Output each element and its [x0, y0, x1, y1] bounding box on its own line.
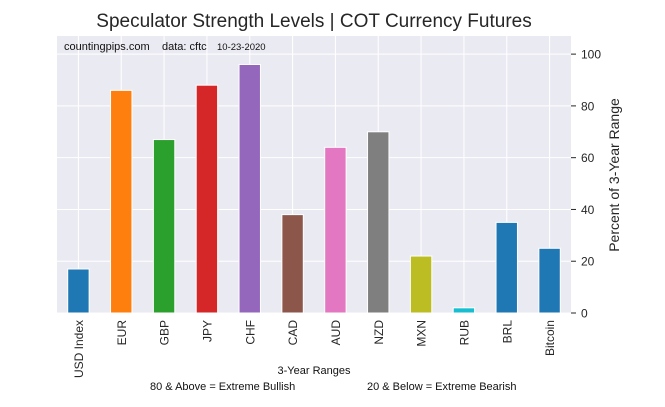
y-axis-label: Percent of 3-Year Range	[606, 98, 622, 252]
x-tick-label: JPY	[200, 320, 214, 342]
bar-rub	[452, 307, 476, 314]
bars	[67, 63, 561, 314]
bar-nzd	[367, 131, 390, 314]
bar-brl	[495, 221, 518, 314]
bar-aud	[324, 146, 347, 314]
x-tick-label: BRL	[500, 320, 514, 344]
x-axis-label: 3-Year Ranges	[278, 365, 351, 377]
x-tick-label: GBP	[158, 320, 172, 345]
data-note: data: cftc	[162, 41, 207, 53]
y-tick-label: 60	[581, 151, 595, 165]
y-tick-label: 40	[581, 203, 595, 217]
y-axis-ticks: 0 20 40 60 80 100	[571, 48, 601, 321]
source-note: countingpips.com	[64, 41, 150, 53]
x-tick-label: Bitcoin	[543, 320, 557, 356]
x-tick-label: USD Index	[72, 320, 86, 378]
bar-usd-index	[67, 268, 90, 314]
x-tick-label: MXN	[415, 320, 429, 347]
y-tick-label: 20	[581, 255, 595, 269]
bar-mxn	[409, 255, 433, 314]
x-tick-label: AUD	[329, 320, 343, 346]
x-tick-label: RUB	[457, 320, 471, 345]
bar-gbp	[152, 139, 176, 314]
x-axis-tick-labels: USD Index EUR GBP JPY CHF CAD AUD NZD MXN RUB BRL B…	[72, 320, 557, 378]
y-tick-label: 80	[581, 99, 595, 113]
bar-cad	[281, 214, 304, 314]
bar-bitcoin	[538, 247, 561, 314]
y-tick-label: 100	[581, 48, 601, 62]
x-tick-label: CAD	[286, 320, 300, 346]
footnote-bullish: 80 & Above = Extreme Bullish	[150, 381, 295, 393]
bar-eur	[110, 89, 133, 314]
bar-chf	[238, 63, 261, 314]
bar-jpy	[195, 84, 219, 314]
y-tick-label: 0	[581, 307, 588, 321]
footnote-bearish: 20 & Below = Extreme Bearish	[367, 381, 517, 393]
plot-background	[57, 36, 571, 313]
x-tick-label: CHF	[243, 320, 257, 345]
x-tick-label: EUR	[115, 320, 129, 346]
x-tick-label: NZD	[372, 320, 386, 345]
date-note: 10-23-2020	[217, 42, 266, 53]
chart-title: Speculator Strength Levels | COT Currenc…	[96, 11, 531, 32]
